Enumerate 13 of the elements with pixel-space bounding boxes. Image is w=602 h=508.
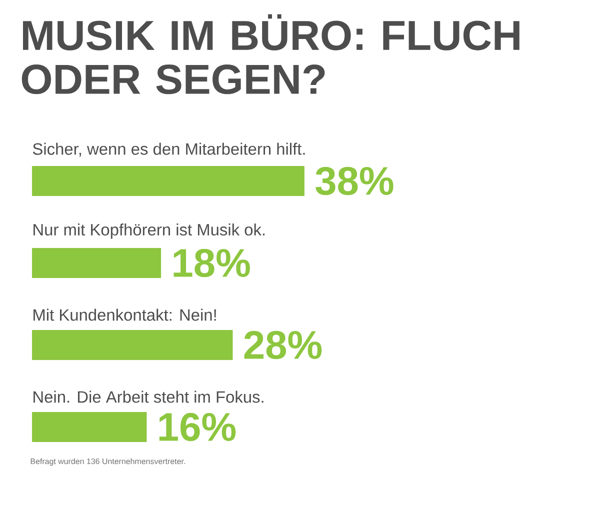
bar [32,166,304,196]
chart-title: MUSIK IM BÜRO: FLUCH ODER SEGEN? [22,14,520,94]
bar [32,330,233,360]
data-label: 18% [174,248,250,278]
data-label: 28% [244,330,322,360]
y-tick-label: Sicher, wenn es den Mitarbeitern hilft. [32,142,305,157]
bar [32,412,147,442]
bar [32,248,162,278]
y-tick-label: Nein. Die Arbeit steht im Fokus. [34,390,264,403]
y-tick-label: Mit Kundenkontakt: Nein! [34,308,216,321]
y-tick-label: Nur mit Kopfhörern ist Musik ok. [34,223,265,239]
data-label: 16% [159,412,236,442]
data-label: 38% [316,166,394,196]
